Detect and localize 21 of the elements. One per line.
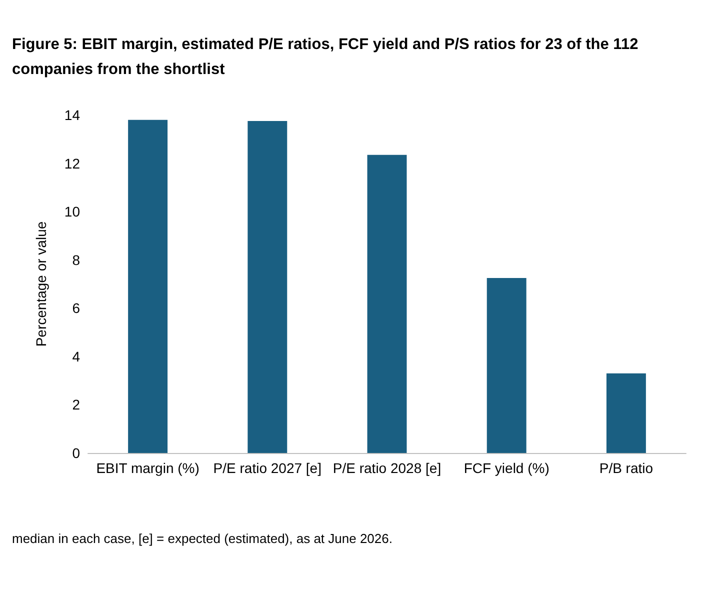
y-axis-title: Percentage or value — [33, 221, 49, 347]
y-tick-label: 14 — [64, 107, 80, 123]
y-tick-label: 6 — [72, 300, 80, 316]
y-tick-label: 4 — [72, 348, 80, 364]
x-tick-label: P/E ratio 2028 [e] — [332, 460, 442, 476]
x-tick-label: P/B ratio — [599, 460, 654, 476]
x-tick-label: EBIT margin (%) — [96, 460, 200, 476]
text: median in each case, [e] = expected (estimated), as at June 2026. — [12, 530, 394, 548]
y-tick-label: 0 — [72, 445, 80, 461]
y-tick-label: 8 — [72, 252, 80, 268]
x-tick-label: P/E ratio 2027 [e] — [213, 460, 322, 476]
y-tick-label: 2 — [72, 396, 80, 413]
y-tick-label: 12 — [64, 155, 80, 172]
bar — [128, 120, 168, 453]
bar — [486, 278, 526, 453]
bar — [367, 154, 407, 453]
bar — [248, 121, 288, 453]
y-tick-label: 10 — [64, 204, 80, 220]
x-tick-label: FCF yield (%) — [464, 460, 550, 476]
bar — [606, 373, 646, 453]
chart-title: Figure 5: EBIT margin, estimated P/E ratios, FCF yield and P/S ratios for 23 of the 112 companies from the shortlist — [12, 35, 640, 80]
